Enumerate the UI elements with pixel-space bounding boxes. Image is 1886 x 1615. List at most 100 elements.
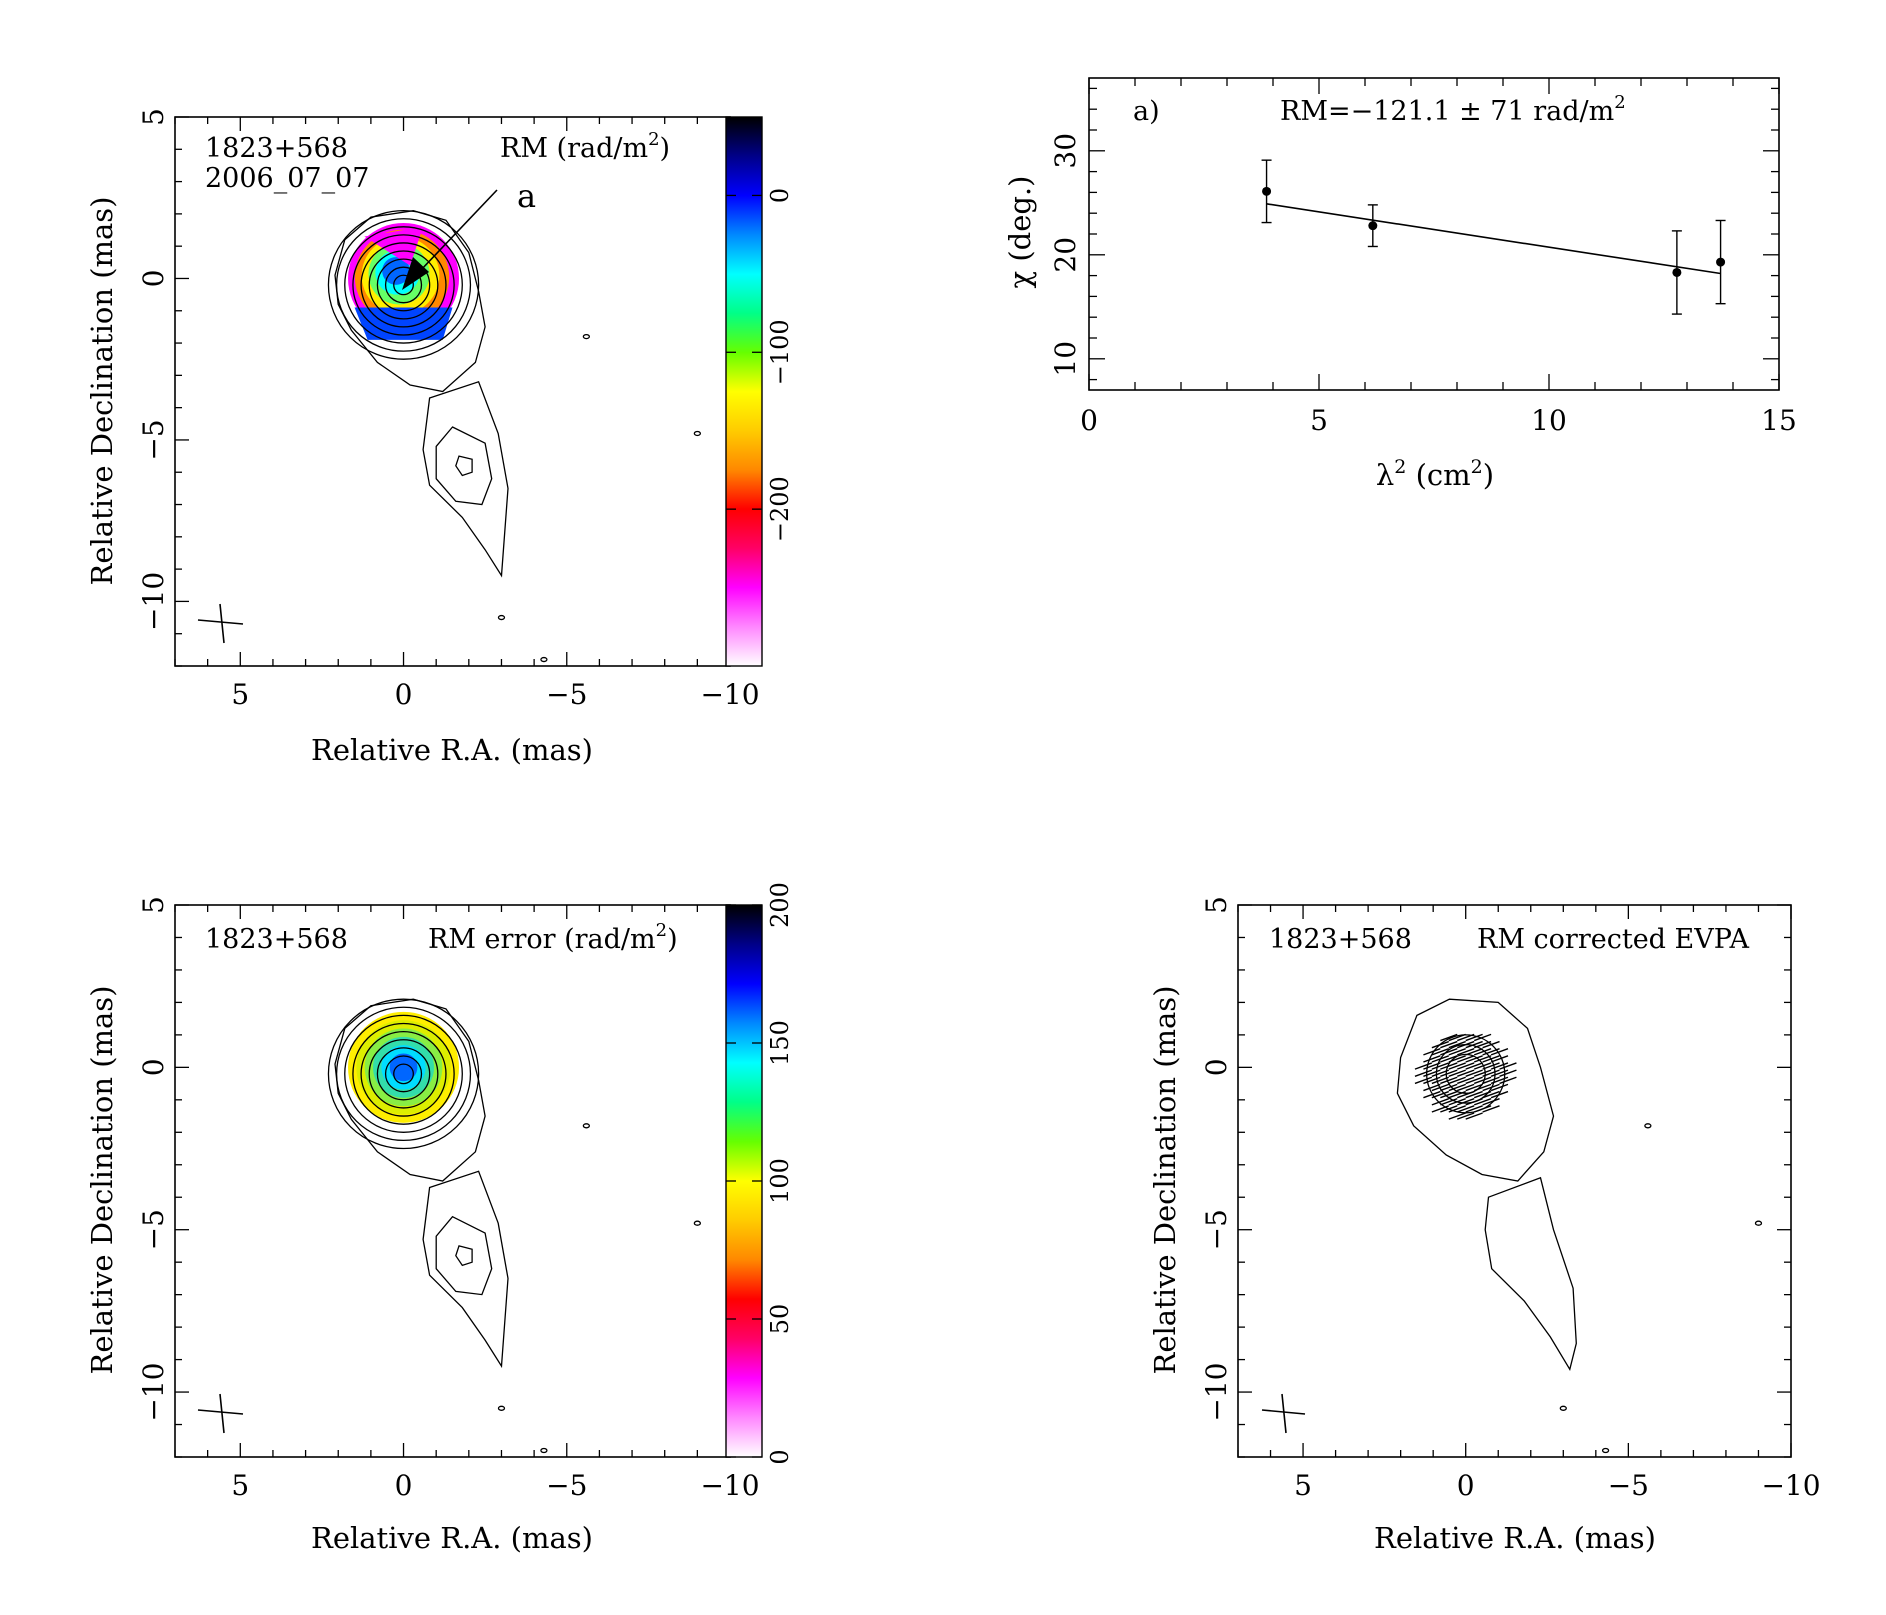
data-point [1262,186,1272,196]
evpa-vector [1457,1083,1475,1092]
evpa-vectors [1414,1033,1517,1120]
rm-map-contours [327,210,702,663]
y-tick-label: −5 [137,1209,170,1250]
evpa-vector [1499,1076,1517,1085]
rm-map-beam [197,603,244,644]
data-point [1672,267,1682,277]
y-tick-label: −5 [137,419,170,460]
y-tick-label: 5 [1200,896,1233,914]
jet-contour [455,455,473,477]
colorbar-tick-label: 0 [766,1449,794,1464]
evpa-vector [1423,1069,1441,1077]
core-contour [360,1030,447,1117]
evpa-map-frame [1237,904,1792,1458]
jet-contour [1484,1176,1577,1371]
x-tick-label: −5 [1608,1469,1649,1502]
evpa-vector [1499,1062,1517,1070]
core-contour [376,258,431,312]
evpa-map-beam [1261,1393,1306,1434]
evpa-vector [1473,1062,1492,1070]
x-tick-label: 5 [1310,404,1328,437]
x-tick-label: 5 [231,678,249,711]
noise-contour [1601,1447,1610,1454]
core-contour [384,1055,423,1093]
evpa-vector [1440,1062,1458,1070]
rm-region-arrowhead [402,257,429,290]
evpa-vector [1482,1076,1500,1085]
evpa-vector [1465,1076,1483,1085]
x-tick-label: −10 [1761,1469,1820,1502]
x-tick-label: −10 [700,678,759,711]
noise-contour [540,656,548,663]
rm-fit-panel-label: a) [1133,96,1160,127]
evpa-vector [1423,1048,1441,1056]
evpa-vector [1465,1090,1483,1099]
core-contour [360,242,447,328]
evpa-vector [1431,1076,1450,1085]
rm-color-patch [348,222,460,340]
color-patch-ring [389,1053,418,1082]
x-tick-label: 10 [1531,404,1567,437]
y-tick-label: 30 [1049,133,1082,169]
evpa-vector [1448,1105,1466,1113]
noise-contour [540,1447,548,1454]
evpa-vector [1490,1069,1509,1077]
fit-line [1266,203,1721,275]
evpa-vector [1473,1033,1492,1042]
evpa-vector [1440,1048,1458,1056]
colorbar-tick-label: 200 [766,882,794,928]
core-contour [327,210,480,360]
evpa-map-title: RM corrected EVPA [1477,924,1749,955]
rm-fit-result: RM=−121.1 ± 71 rad/m2 [1280,92,1626,127]
evpa-map-contours [1396,998,1763,1454]
evpa-vector [1473,1076,1492,1085]
data-point [1716,257,1726,267]
evpa-vector [1465,1105,1483,1113]
noise-contour [582,333,591,340]
evpa-vector [1499,1069,1517,1077]
evpa-vector [1482,1062,1500,1070]
envelope-contour [334,210,486,393]
color-patch-edge [364,226,424,266]
noise-contour [497,614,506,621]
core-contour [393,1063,414,1085]
y-tick-label: −10 [137,1363,170,1422]
evpa-vector [1465,1083,1483,1092]
colorbar-tick-label: 150 [766,1020,794,1066]
x-tick-label: 0 [395,678,413,711]
evpa-vector [1414,1076,1433,1085]
jet-contour [435,426,493,506]
rm-map-xlabel: Relative R.A. (mas) [311,733,593,767]
evpa-vector [1431,1048,1450,1056]
evpa-vector [1440,1055,1458,1063]
rm-map-source-label: 1823+568 [205,133,348,164]
rm-error-map-frame [174,904,731,1458]
rm-colorbar [725,116,763,667]
evpa-vector [1440,1069,1458,1077]
evpa-vector [1440,1098,1458,1106]
jet-contour [422,1170,509,1369]
evpa-vector [1448,1048,1466,1056]
evpa-vector [1465,1062,1483,1070]
y-tick-label: −10 [1200,1363,1233,1422]
evpa-vector [1465,1055,1483,1063]
evpa-core-contour [1445,1053,1486,1094]
evpa-vector [1465,1033,1483,1042]
x-tick-label: −10 [700,1469,759,1502]
evpa-vector [1448,1040,1466,1049]
evpa-vector [1457,1069,1475,1077]
rm-error-map-ylabel: Relative Declination (mas) [85,985,119,1374]
evpa-map-panel: 5 0 −5 −10 5 0 −5 −10 1823+568 RM corrected EVP… [1148,896,1821,1555]
rm-map-panel: 5 0 −5 −10 5 0 −5 −10 0 −100 −200 1823+568 2006_0… [85,108,794,767]
evpa-vector [1465,1069,1483,1077]
y-tick-label: 5 [137,896,170,914]
evpa-vector [1448,1076,1466,1085]
colorbar-tick-label: −200 [766,476,794,542]
evpa-map-ylabel: Relative Declination (mas) [1148,985,1182,1374]
noise-contour [693,430,702,437]
x-tick-label: 5 [1294,1469,1312,1502]
evpa-vector [1448,1062,1466,1070]
core-contour [352,1022,455,1125]
evpa-vector [1473,1098,1492,1106]
